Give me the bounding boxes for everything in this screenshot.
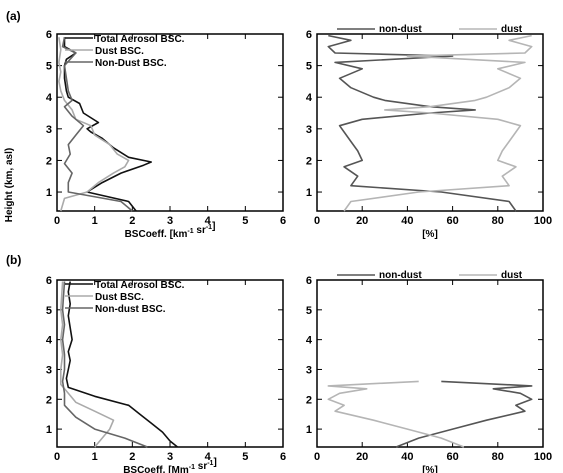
- x-axis-label-sup: -1: [187, 228, 193, 235]
- x-tick-label: 2: [129, 451, 135, 463]
- x-tick-label: 20: [356, 215, 368, 227]
- x-tick-label: 100: [534, 215, 552, 227]
- plot-frame: [316, 279, 544, 448]
- x-tick-label: 40: [401, 215, 413, 227]
- x-tick-label: 5: [242, 451, 248, 463]
- legend-label: Total Aerosol BSC.: [95, 34, 185, 45]
- x-axis-label-part: BSCoeff. [km: [125, 229, 188, 240]
- x-tick-label: 6: [280, 215, 286, 227]
- y-tick-label: 2: [306, 394, 312, 406]
- x-tick-label: 1: [92, 451, 98, 463]
- y-tick-label: 6: [306, 275, 312, 287]
- series-line: [343, 34, 533, 212]
- x-tick-label: 100: [534, 451, 552, 463]
- x-tick-label: 3: [167, 451, 173, 463]
- legend-label: non-dust: [379, 270, 422, 281]
- y-axis-label: Height (km, asl): [4, 148, 15, 222]
- x-tick-label: 0: [54, 451, 60, 463]
- legend-label: dust: [501, 270, 523, 281]
- y-tick-label: 4: [46, 335, 53, 347]
- x-tick-label: 20: [356, 451, 368, 463]
- x-tick-label: 80: [492, 451, 504, 463]
- x-tick-label: 0: [314, 451, 320, 463]
- x-tick-label: 60: [446, 215, 458, 227]
- series-line: [65, 281, 178, 448]
- y-tick-label: 4: [306, 335, 313, 347]
- x-tick-label: 0: [54, 215, 60, 227]
- x-axis-label: BSCoeff. [Mm-1 sr-1]: [123, 457, 217, 473]
- y-tick-label: 3: [306, 364, 312, 376]
- x-tick-label: 4: [205, 451, 212, 463]
- x-tick-label: 1: [92, 215, 98, 227]
- y-tick-label: 3: [46, 364, 52, 376]
- series-line: [327, 34, 517, 212]
- x-axis-label-sup: -1: [207, 460, 213, 467]
- x-tick-label: 5: [242, 215, 248, 227]
- y-tick-label: 3: [306, 124, 312, 136]
- y-tick-label: 3: [46, 124, 52, 136]
- legend-label: Non-Dust BSC.: [95, 58, 167, 69]
- series-line: [61, 37, 133, 212]
- x-axis-label: BSCoeff. [km-1 sr-1]: [125, 221, 216, 240]
- series-line: [327, 380, 465, 448]
- x-axis-label-part: [%]: [422, 465, 438, 473]
- x-axis-label: [%]: [422, 229, 438, 240]
- x-axis-label-part: ]: [212, 221, 215, 232]
- legend-label: Non-dust BSC.: [95, 304, 166, 315]
- x-tick-label: 6: [280, 451, 286, 463]
- y-tick-label: 2: [46, 394, 52, 406]
- y-tick-label: 6: [46, 29, 52, 41]
- y-tick-label: 1: [306, 424, 312, 436]
- x-tick-label: 4: [205, 215, 212, 227]
- y-tick-label: 2: [306, 155, 312, 167]
- plot-frame: [56, 33, 284, 212]
- plot-frame: [56, 279, 284, 448]
- legend-label: Dust BSC.: [95, 292, 144, 303]
- series-line: [58, 37, 130, 212]
- y-tick-label: 4: [306, 92, 313, 104]
- y-tick-label: 1: [306, 187, 312, 199]
- series-line: [63, 37, 152, 212]
- legend-label: Total Aerosol BSC.: [95, 280, 185, 291]
- y-tick-label: 2: [46, 155, 52, 167]
- x-tick-label: 40: [401, 451, 413, 463]
- y-tick-label: 1: [46, 187, 52, 199]
- legend-label: non-dust: [379, 24, 422, 35]
- x-axis-label: [%]: [422, 465, 438, 473]
- x-axis-label-part: ]: [213, 457, 216, 468]
- x-axis-label-part: sr: [194, 225, 206, 236]
- x-tick-label: 80: [492, 215, 504, 227]
- x-axis-label-part: [%]: [422, 229, 438, 240]
- x-tick-label: 60: [446, 451, 458, 463]
- series-line: [61, 281, 148, 448]
- x-tick-label: 0: [314, 215, 320, 227]
- x-axis-label-sup: -1: [206, 224, 212, 231]
- x-axis-label-part: sr: [195, 461, 207, 472]
- panel-b-percent: 0 20 40 60 80 100 1 2 3 4 5 6 [%] non-dust dust: [306, 270, 552, 473]
- panel-label: (a): [6, 9, 21, 23]
- y-tick-label: 5: [306, 305, 312, 317]
- y-tick-label: 6: [46, 275, 52, 287]
- x-tick-label: 3: [167, 215, 173, 227]
- panel-label: (b): [6, 253, 21, 267]
- y-tick-label: 1: [46, 424, 52, 436]
- y-tick-label: 6: [306, 29, 312, 41]
- legend-label: Dust BSC.: [95, 46, 144, 57]
- x-axis-label-sup: -1: [189, 464, 195, 471]
- x-tick-label: 2: [129, 215, 135, 227]
- y-tick-label: 5: [46, 305, 52, 317]
- x-axis-label-part: BSCoeff. [Mm: [123, 465, 189, 473]
- legend-label: dust: [501, 24, 523, 35]
- y-tick-label: 5: [306, 61, 312, 73]
- series-line: [395, 380, 533, 448]
- panel-a-percent: 0 20 40 60 80 100 1 2 3 4 5 6 [%] non-dust dust: [306, 24, 552, 240]
- y-tick-label: 4: [46, 92, 53, 104]
- y-tick-label: 5: [46, 61, 52, 73]
- plot-frame: [316, 33, 544, 212]
